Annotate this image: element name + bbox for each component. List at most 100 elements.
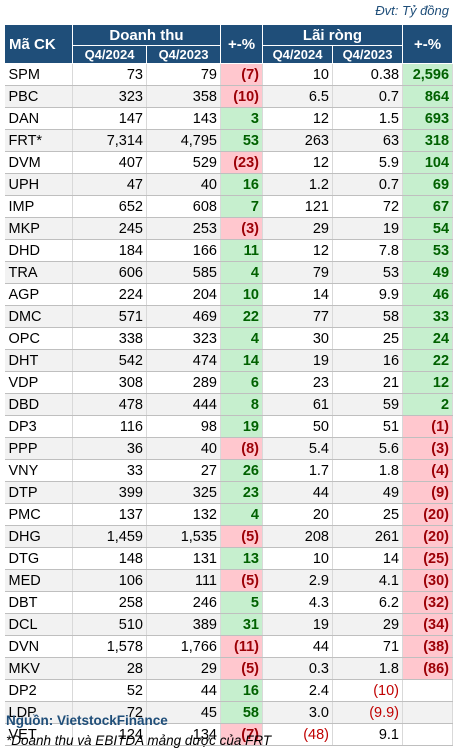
cell-revenue-q4-2023: 40 [146,437,221,460]
header-rev-q4-2024: Q4/2024 [72,45,147,64]
cell-revenue-change: (10) [220,85,263,108]
cell-profit-change: (86) [402,657,454,680]
table-row: LDP 72 45 58 3.0 (9.9) [4,701,454,724]
cell-revenue-q4-2024: 52 [72,679,147,702]
cell-revenue-q4-2024: 148 [72,547,147,570]
cell-profit-q4-2023: 0.7 [332,85,404,108]
cell-revenue-change: (5) [220,657,263,680]
cell-profit-q4-2023: (9.9) [332,701,404,724]
cell-code: DHT [4,349,73,372]
cell-revenue-q4-2023: 529 [146,151,221,174]
table-row: DTP 399 325 23 44 49 (9) [4,481,454,504]
cell-profit-q4-2023: 58 [332,305,404,328]
table-row: MKP 245 253 (3) 29 19 54 [4,217,454,240]
cell-profit-q4-2024: 208 [262,525,333,548]
cell-profit-change: (1) [402,415,454,438]
cell-profit-q4-2023: 25 [332,327,404,350]
cell-profit-q4-2024: 2.9 [262,569,333,592]
cell-revenue-change: 8 [220,393,263,416]
cell-profit-q4-2024: 23 [262,371,333,394]
cell-revenue-change: 3 [220,107,263,130]
cell-revenue-change: 58 [220,701,263,724]
table-row: MED 106 111 (5) 2.9 4.1 (30) [4,569,454,592]
cell-profit-q4-2023: 4.1 [332,569,404,592]
table-row: DCL 510 389 31 19 29 (34) [4,613,454,636]
cell-profit-q4-2024: (48) [262,723,333,746]
cell-revenue-q4-2024: 308 [72,371,147,394]
cell-profit-q4-2023: 29 [332,613,404,636]
table-row: VNY 33 27 26 1.7 1.8 (4) [4,459,454,482]
cell-revenue-q4-2023: 79 [146,63,221,86]
cell-code: DTP [4,481,73,504]
cell-revenue-q4-2023: 358 [146,85,221,108]
table-row: PMC 137 132 4 20 25 (20) [4,503,454,526]
results-table: Mã CK Doanh thu +-% Lãi ròng +-% Q4/2024… [4,24,454,746]
cell-revenue-change: 7 [220,195,263,218]
source-note: Nguồn: VietstockFinance [6,713,168,728]
cell-revenue-q4-2023: 323 [146,327,221,350]
cell-revenue-q4-2023: 134 [146,723,221,746]
cell-profit-change: 24 [402,327,454,350]
cell-profit-change [402,701,454,724]
table-row: SPM 73 79 (7) 10 0.38 2,596 [4,63,454,86]
cell-profit-change: 864 [402,85,454,108]
cell-profit-change: (20) [402,525,454,548]
table-row: AGP 224 204 10 14 9.9 46 [4,283,454,306]
cell-revenue-q4-2023: 4,795 [146,129,221,152]
cell-revenue-change: (11) [220,635,263,658]
table-row: DHT 542 474 14 19 16 22 [4,349,454,372]
cell-revenue-q4-2024: 245 [72,217,147,240]
table-row: DP2 52 44 16 2.4 (10) [4,679,454,702]
cell-code: VDP [4,371,73,394]
cell-code: DTG [4,547,73,570]
cell-revenue-q4-2023: 29 [146,657,221,680]
cell-profit-q4-2024: 79 [262,261,333,284]
cell-profit-q4-2023: 1.5 [332,107,404,130]
cell-profit-q4-2024: 12 [262,107,333,130]
cell-code: DMC [4,305,73,328]
cell-profit-q4-2024: 10 [262,63,333,86]
cell-revenue-q4-2024: 124 [72,723,147,746]
header-revenue: Doanh thu [72,24,221,46]
cell-code: DVN [4,635,73,658]
cell-profit-q4-2024: 10 [262,547,333,570]
cell-revenue-q4-2023: 44 [146,679,221,702]
cell-revenue-change: 11 [220,239,263,262]
cell-profit-q4-2023: 53 [332,261,404,284]
cell-profit-q4-2023: 261 [332,525,404,548]
cell-code: DCL [4,613,73,636]
table-row: MKV 28 29 (5) 0.3 1.8 (86) [4,657,454,680]
cell-profit-q4-2024: 1.7 [262,459,333,482]
table-row: DHG 1,459 1,535 (5) 208 261 (20) [4,525,454,548]
cell-profit-q4-2023: 9.9 [332,283,404,306]
cell-revenue-q4-2023: 27 [146,459,221,482]
cell-revenue-q4-2023: 246 [146,591,221,614]
cell-revenue-q4-2024: 338 [72,327,147,350]
cell-code: PBC [4,85,73,108]
cell-revenue-change: 4 [220,261,263,284]
cell-profit-change: (3) [402,437,454,460]
cell-revenue-q4-2024: 224 [72,283,147,306]
cell-revenue-change: 6 [220,371,263,394]
cell-revenue-change: 26 [220,459,263,482]
cell-revenue-q4-2024: 184 [72,239,147,262]
cell-revenue-q4-2024: 36 [72,437,147,460]
cell-revenue-q4-2023: 585 [146,261,221,284]
cell-revenue-q4-2024: 407 [72,151,147,174]
cell-profit-change [402,723,454,746]
cell-profit-q4-2024: 20 [262,503,333,526]
cell-revenue-q4-2023: 111 [146,569,221,592]
cell-profit-q4-2024: 263 [262,129,333,152]
header-profit: Lãi ròng [261,24,404,46]
cell-profit-q4-2024: 4.3 [262,591,333,614]
table-row: DBD 478 444 8 61 59 2 [4,393,454,416]
table-row: DVN 1,578 1,766 (11) 44 71 (38) [4,635,454,658]
cell-profit-change: (38) [402,635,454,658]
table-row: DMC 571 469 22 77 58 33 [4,305,454,328]
cell-profit-q4-2024: 121 [262,195,333,218]
cell-profit-q4-2024: 5.4 [262,437,333,460]
cell-revenue-q4-2024: 510 [72,613,147,636]
cell-profit-change: (4) [402,459,454,482]
cell-revenue-change: 4 [220,503,263,526]
cell-revenue-q4-2024: 137 [72,503,147,526]
